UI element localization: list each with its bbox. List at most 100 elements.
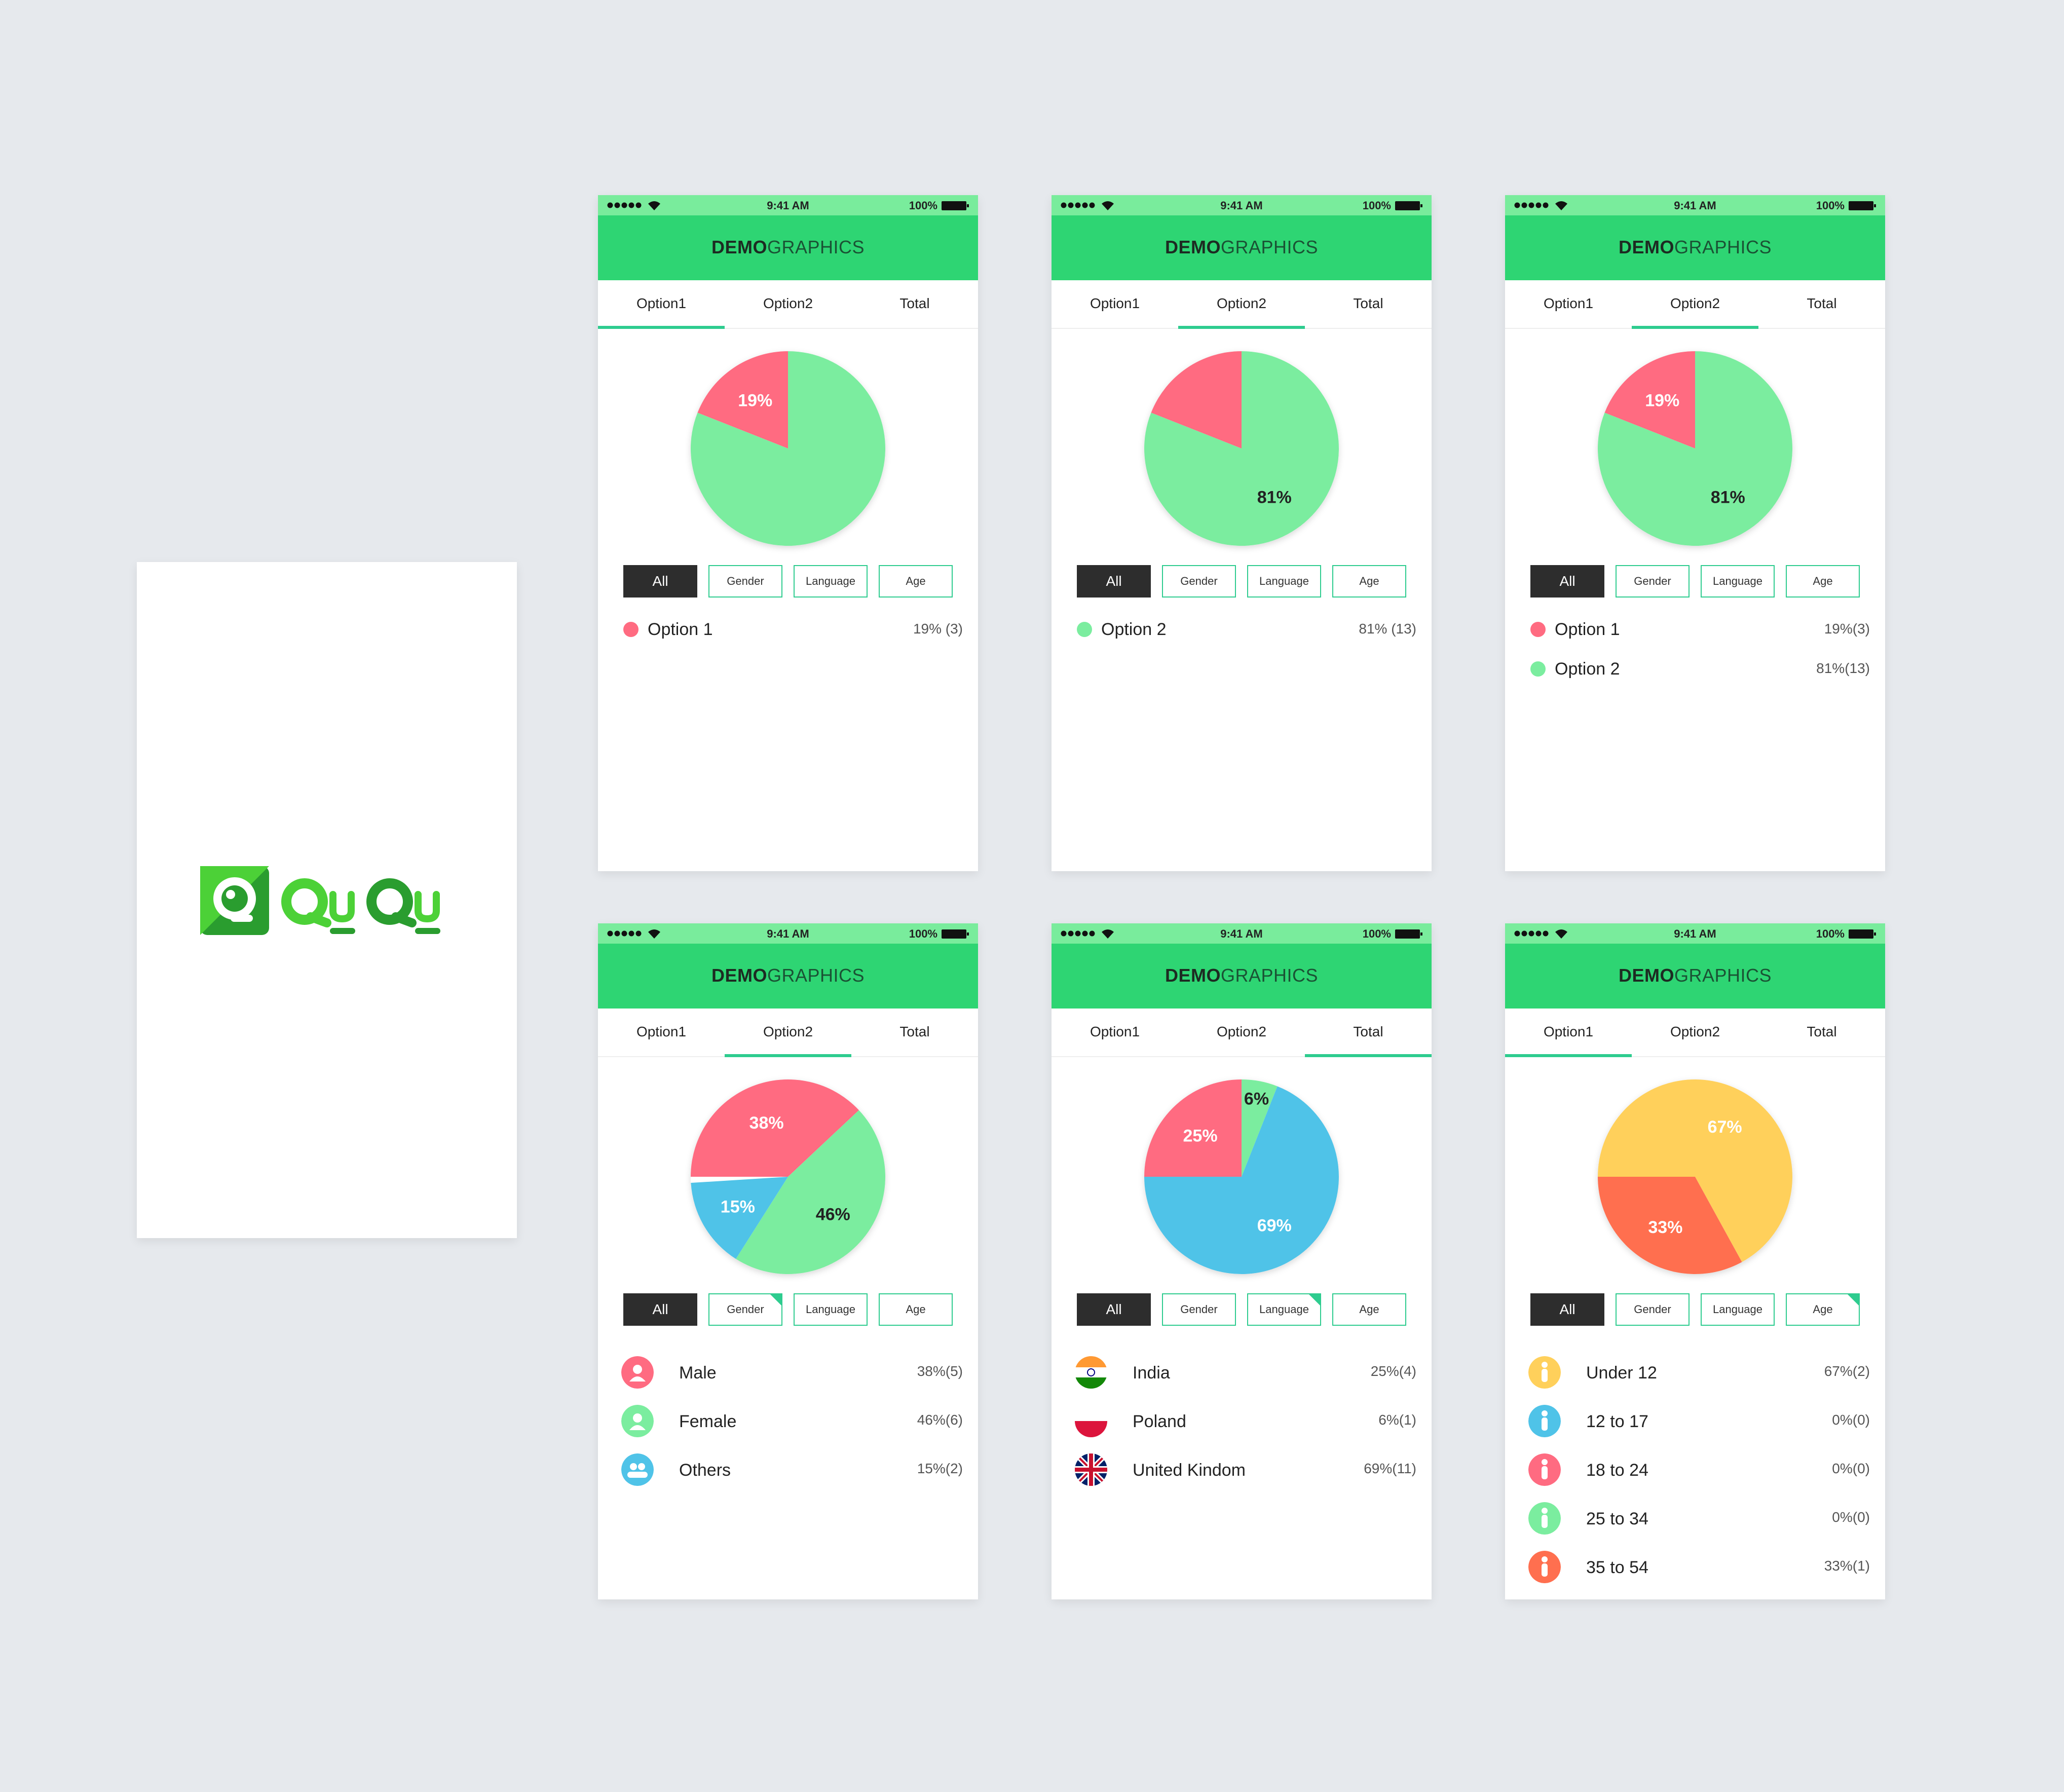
filter-gender-button[interactable]: Gender <box>1616 1293 1690 1326</box>
tab-total[interactable]: Total <box>1353 1024 1383 1039</box>
wifi-icon <box>1102 929 1114 939</box>
filter-gender-button[interactable]: Gender <box>1616 565 1690 598</box>
filter-all-button[interactable]: All <box>1530 565 1604 598</box>
signal-icon <box>607 930 642 937</box>
list-item[interactable]: 12 to 17 0%(0) <box>1525 1398 1870 1446</box>
filter-gender-button[interactable]: Gender <box>1162 1293 1236 1326</box>
page-title: DEMOGRAPHICS <box>1052 237 1432 258</box>
pie-slice-label: 81% <box>1257 488 1292 507</box>
status-time: 9:41 AM <box>1220 199 1263 212</box>
list-item[interactable]: Option 1 19% (3) <box>618 611 963 646</box>
filter-language-button[interactable]: Language <box>794 1293 868 1326</box>
filter-language-button[interactable]: Language <box>1701 565 1775 598</box>
tab-option1[interactable]: Option1 <box>1543 1024 1594 1039</box>
list-item[interactable]: 35 to 54 33%(1) <box>1525 1544 1870 1592</box>
list-item[interactable]: United Kindom 69%(11) <box>1072 1446 1416 1495</box>
pie-slice <box>1598 1079 1792 1262</box>
list-item[interactable]: Female 46%(6) <box>618 1398 963 1446</box>
list-item[interactable]: India 25%(4) <box>1072 1349 1416 1398</box>
filter-language-button[interactable]: Language <box>1701 1293 1775 1326</box>
tab-option2[interactable]: Option2 <box>1670 1024 1720 1039</box>
list-item-label: 18 to 24 <box>1586 1461 1648 1480</box>
list-item[interactable]: 18 to 24 0%(0) <box>1525 1446 1870 1495</box>
selected-corner-mark <box>1308 1294 1320 1306</box>
list-item[interactable]: Others 15%(2) <box>618 1446 963 1495</box>
tab-option2[interactable]: Option2 <box>763 295 813 311</box>
list-item[interactable]: 25 to 34 0%(0) <box>1525 1495 1870 1544</box>
male-icon <box>621 1356 654 1389</box>
filter-age-button[interactable]: Age <box>879 565 953 598</box>
app-bar: DEMOGRAPHICS <box>1505 215 1885 280</box>
active-tab-indicator <box>1505 1054 1632 1057</box>
filter-label: Gender <box>1634 575 1671 587</box>
filter-all-button[interactable]: All <box>623 1293 697 1326</box>
tab-bar: Option1 Option2 Total <box>1505 1009 1885 1057</box>
india-flag-icon <box>1075 1356 1107 1389</box>
filter-age-button[interactable]: Age <box>1786 565 1860 598</box>
list-item[interactable]: Under 12 67%(2) <box>1525 1349 1870 1398</box>
teen-icon <box>1528 1405 1561 1437</box>
battery-level: 100% <box>1816 199 1845 212</box>
wifi-icon <box>1102 201 1114 210</box>
battery-icon <box>942 201 969 210</box>
list-item[interactable]: Male 38%(5) <box>618 1349 963 1398</box>
tab-total[interactable]: Total <box>1807 1024 1837 1039</box>
tab-option1[interactable]: Option1 <box>1090 295 1140 311</box>
page-title: DEMOGRAPHICS <box>598 965 978 986</box>
tab-option2[interactable]: Option2 <box>1670 295 1720 311</box>
tab-option1[interactable]: Option1 <box>636 1024 687 1039</box>
filter-bar: All Gender Language Age <box>1077 565 1411 598</box>
filter-age-button[interactable]: Age <box>1332 565 1406 598</box>
list-item[interactable]: Option 2 81% (13) <box>1072 611 1416 646</box>
filter-all-button[interactable]: All <box>623 565 697 598</box>
filter-all-button[interactable]: All <box>1530 1293 1604 1326</box>
title-light: GRAPHICS <box>1674 965 1772 986</box>
pie-slice-label: 38% <box>749 1113 784 1133</box>
active-tab-indicator <box>725 1054 851 1057</box>
tab-option2[interactable]: Option2 <box>1216 295 1267 311</box>
filter-all-button[interactable]: All <box>1077 565 1151 598</box>
page-title: DEMOGRAPHICS <box>1052 965 1432 986</box>
filter-gender-button[interactable]: Gender <box>1162 565 1236 598</box>
filter-language-button[interactable]: Language <box>1247 1293 1321 1326</box>
filter-language-button[interactable]: Language <box>794 565 868 598</box>
tab-option1[interactable]: Option1 <box>1543 295 1594 311</box>
list-item-value: 0%(0) <box>1832 1412 1870 1428</box>
list-item-label: Option 1 <box>648 620 713 639</box>
title-bold: DEMO <box>1165 237 1221 257</box>
tab-total[interactable]: Total <box>899 295 930 311</box>
filter-gender-button[interactable]: Gender <box>708 1293 782 1326</box>
pie-slice-label: 81% <box>1711 488 1745 507</box>
adult-icon <box>1528 1502 1561 1535</box>
filter-language-button[interactable]: Language <box>1247 565 1321 598</box>
filter-age-button[interactable]: Age <box>1786 1293 1860 1326</box>
tab-total[interactable]: Total <box>899 1024 930 1039</box>
tab-option1[interactable]: Option1 <box>636 295 687 311</box>
pie-slice-label: 69% <box>1257 1216 1292 1235</box>
pie-slice <box>1144 1086 1339 1274</box>
list-item-value: 6%(1) <box>1378 1412 1416 1428</box>
filter-all-button[interactable]: All <box>1077 1293 1151 1326</box>
filter-bar: All Gender Language Age <box>623 565 958 598</box>
legend-dot <box>1077 622 1092 637</box>
tab-option2[interactable]: Option2 <box>1216 1024 1267 1039</box>
list-item[interactable]: Option 1 19%(3) <box>1525 611 1870 646</box>
pie-slice <box>691 1177 788 1259</box>
filter-label: Gender <box>727 1303 764 1316</box>
tab-bar: Option1 Option2 Total <box>1052 1009 1432 1057</box>
list-item[interactable]: Poland 6%(1) <box>1072 1398 1416 1446</box>
app-bar: DEMOGRAPHICS <box>1052 215 1432 280</box>
tab-option2[interactable]: Option2 <box>763 1024 813 1039</box>
tab-option1[interactable]: Option1 <box>1090 1024 1140 1039</box>
filter-age-button[interactable]: Age <box>879 1293 953 1326</box>
ququ-logo <box>200 866 440 935</box>
pie-chart: 6% 69% 25% <box>1144 1079 1339 1274</box>
filter-gender-button[interactable]: Gender <box>708 565 782 598</box>
filter-age-button[interactable]: Age <box>1332 1293 1406 1326</box>
title-light: GRAPHICS <box>767 965 865 986</box>
tab-total[interactable]: Total <box>1353 295 1383 311</box>
tab-total[interactable]: Total <box>1807 295 1837 311</box>
filter-label: All <box>1559 1301 1575 1317</box>
filter-label: Language <box>1259 575 1309 587</box>
list-item[interactable]: Option 2 81%(13) <box>1525 650 1870 686</box>
